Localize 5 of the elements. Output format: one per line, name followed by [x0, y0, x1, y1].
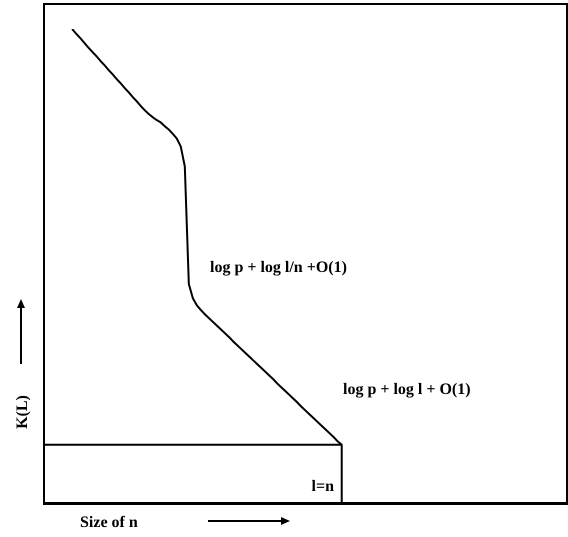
y-axis-title: K(L) [14, 395, 31, 429]
annotation: log p + log l/n +O(1) [210, 259, 347, 276]
annotation: log p + log l + O(1) [343, 381, 471, 398]
annotation: l=n [312, 478, 334, 495]
x-axis-title: Size of n [80, 514, 138, 531]
